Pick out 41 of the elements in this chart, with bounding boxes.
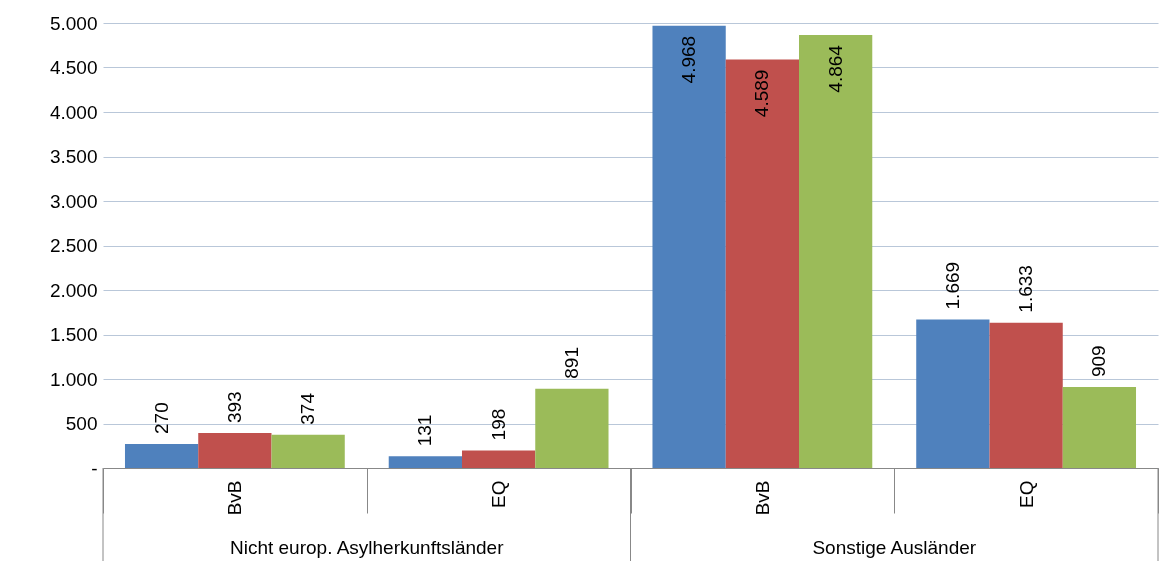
y-tick-label: 3.000 xyxy=(49,190,98,212)
bar xyxy=(989,322,1063,468)
data-label: 4.968 xyxy=(678,35,700,84)
data-label: 270 xyxy=(150,402,172,434)
x-tick-label: EQ xyxy=(488,480,510,508)
bar xyxy=(461,450,536,468)
bar xyxy=(124,443,199,468)
text: Nicht europ. Asylherkunftsländer xyxy=(229,537,505,558)
bar xyxy=(198,433,272,468)
data-label: 393 xyxy=(223,391,245,424)
y-tick-label: - xyxy=(91,457,98,479)
data-label: 198 xyxy=(487,408,509,441)
x-tick-label: BvB xyxy=(224,480,246,516)
data-label: 1.669 xyxy=(941,261,963,310)
y-tick-label: 2.500 xyxy=(49,235,98,256)
data-label: 909 xyxy=(1088,345,1110,378)
data-label: 4.589 xyxy=(751,69,773,118)
bar xyxy=(271,434,345,468)
bar xyxy=(1062,387,1137,468)
data-label: 4.864 xyxy=(824,44,846,93)
bar xyxy=(652,25,726,468)
y-tick-label: 4.000 xyxy=(49,101,98,123)
y-tick-label: 500 xyxy=(65,413,98,434)
x-tick-label: BvB xyxy=(751,480,773,516)
y-tick-label: 1.000 xyxy=(49,368,98,390)
y-tick-label: 5.000 xyxy=(49,12,98,34)
data-label: 1.633 xyxy=(1015,265,1037,313)
y-tick-label: 2.000 xyxy=(49,279,98,301)
data-label: 131 xyxy=(414,414,436,447)
y-tick-label: 4.500 xyxy=(49,57,98,78)
bar xyxy=(916,319,990,468)
y-tick-label: 3.500 xyxy=(49,146,98,167)
bar xyxy=(535,388,609,468)
y-tick-label: 1.500 xyxy=(49,324,98,345)
data-label: 891 xyxy=(560,347,582,379)
bar xyxy=(799,35,873,468)
bar xyxy=(388,456,462,468)
bar xyxy=(725,59,800,468)
x-tick-label: EQ xyxy=(1015,480,1037,508)
text: Sonstige Ausländer xyxy=(812,537,977,558)
data-label: 374 xyxy=(297,392,319,425)
